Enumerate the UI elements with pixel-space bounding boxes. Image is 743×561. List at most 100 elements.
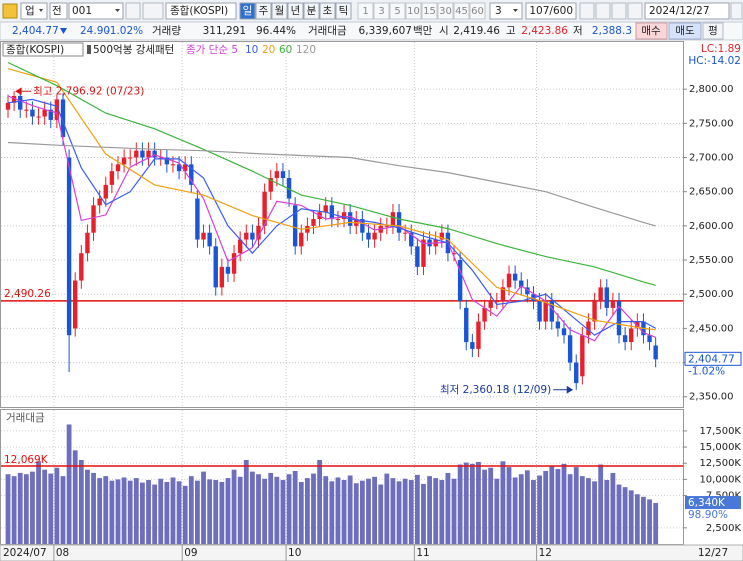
interval-button[interactable] <box>405 2 422 20</box>
volume-bar <box>109 480 115 544</box>
period-button[interactable] <box>335 2 352 20</box>
last-price-label: 2,404.77 <box>688 353 735 365</box>
candle-body <box>250 232 255 240</box>
volume-bar <box>146 480 151 544</box>
volume-bar <box>641 496 646 544</box>
down-arrow <box>60 28 67 34</box>
volume-bar <box>402 478 408 544</box>
date-field[interactable] <box>644 2 730 20</box>
search-button[interactable] <box>125 2 141 20</box>
volume-bar <box>164 481 170 544</box>
interval-button[interactable] <box>373 2 390 20</box>
save-icon[interactable] <box>611 2 627 20</box>
last-price-box <box>684 351 742 366</box>
x-tick-label: 10 <box>288 547 301 559</box>
low-label: 저 <box>573 25 583 37</box>
candle-body <box>402 232 408 234</box>
y-tick-label: 2,450.00 <box>689 323 734 334</box>
buy-button[interactable] <box>635 22 668 40</box>
interval-button[interactable] <box>357 2 374 20</box>
date-text: 2024/12/27 <box>649 5 710 17</box>
legend-entry[interactable]: 종가 단순 5 <box>186 44 238 56</box>
interval-button[interactable] <box>389 2 406 20</box>
interval-button[interactable] <box>421 2 438 20</box>
sound-button[interactable] <box>142 2 164 20</box>
volume-bar <box>329 481 335 544</box>
volume-bar <box>469 463 475 544</box>
candle-body <box>170 164 176 166</box>
candle-body <box>182 164 188 172</box>
volume-bar <box>390 478 396 544</box>
candle-body <box>482 307 487 322</box>
candle-body <box>30 109 35 117</box>
volume-bar <box>347 475 353 544</box>
market-select[interactable] <box>20 2 48 20</box>
period-button[interactable] <box>319 2 336 20</box>
x-tick-label: 12 <box>539 547 552 559</box>
candle-body <box>525 287 530 295</box>
legend-entry[interactable]: 120 <box>296 44 316 56</box>
volume-bar <box>500 461 506 544</box>
last-volume-label: 6,340K <box>688 497 726 509</box>
avg-button[interactable] <box>702 22 724 40</box>
sell-button[interactable] <box>668 22 702 40</box>
moving-average <box>7 141 656 227</box>
low-annotation: 최저 2,360.18 (12/09) <box>440 384 551 396</box>
volume-bar <box>256 474 261 544</box>
y-tick-label: 12,500K <box>699 458 741 469</box>
y-tick-label: 2,500.00 <box>689 289 734 300</box>
candle-body <box>189 164 194 185</box>
legend-entry[interactable]: 10 <box>245 44 258 56</box>
menu-icon[interactable] <box>2 3 18 19</box>
volume-bar <box>482 469 487 544</box>
interval-button[interactable] <box>437 2 454 20</box>
code-input[interactable] <box>68 2 124 20</box>
scope-select[interactable] <box>49 2 68 20</box>
volume-bar <box>634 494 640 544</box>
calendar-button[interactable] <box>730 2 743 20</box>
candle-body <box>97 198 102 206</box>
quote-rate: -1.02% <box>106 25 143 37</box>
legend-entry[interactable]: 60 <box>279 44 292 56</box>
interval-button[interactable] <box>469 2 486 20</box>
candle-body <box>476 321 481 349</box>
candle-body <box>622 335 628 343</box>
volume-bar <box>476 461 481 544</box>
volume-bar <box>494 478 500 544</box>
low-value: 2,388.3 <box>592 25 632 37</box>
y-tick-label: 17,500K <box>699 426 741 437</box>
candle-body <box>555 321 561 329</box>
candle-body <box>158 157 163 159</box>
period-text: 초 <box>323 5 333 17</box>
count-select[interactable] <box>489 2 523 20</box>
volume-bar <box>457 464 463 544</box>
period-button[interactable] <box>239 2 256 20</box>
candle-body <box>213 246 218 288</box>
reference-label: 12,069K <box>4 454 49 466</box>
settings-icon[interactable] <box>627 2 643 20</box>
interval-text: 1 <box>362 6 368 17</box>
volume-bar <box>243 460 249 544</box>
candle-body <box>36 116 41 118</box>
volume-bar <box>567 474 573 544</box>
period-button[interactable] <box>271 2 288 20</box>
period-button[interactable] <box>303 2 320 20</box>
candle-body <box>121 157 127 165</box>
period-button[interactable] <box>255 2 272 20</box>
toolbar-icon[interactable] <box>579 2 595 20</box>
last-change-label: -1.02% <box>688 365 725 377</box>
volume-bar <box>188 476 194 544</box>
volume-bar <box>237 476 243 544</box>
candle-body <box>409 232 414 247</box>
volume-bar <box>317 460 323 544</box>
toolbar-icon[interactable] <box>595 2 611 20</box>
volume-bar <box>225 478 231 544</box>
legend-entry[interactable]: 20 <box>262 44 275 56</box>
price-pane <box>0 41 684 408</box>
volume-bar <box>573 467 579 544</box>
period-button[interactable] <box>287 2 304 20</box>
interval-button[interactable] <box>453 2 470 20</box>
moving-average <box>7 98 656 336</box>
candle-body <box>488 301 493 308</box>
y-tick-label: 15,000K <box>699 442 741 453</box>
